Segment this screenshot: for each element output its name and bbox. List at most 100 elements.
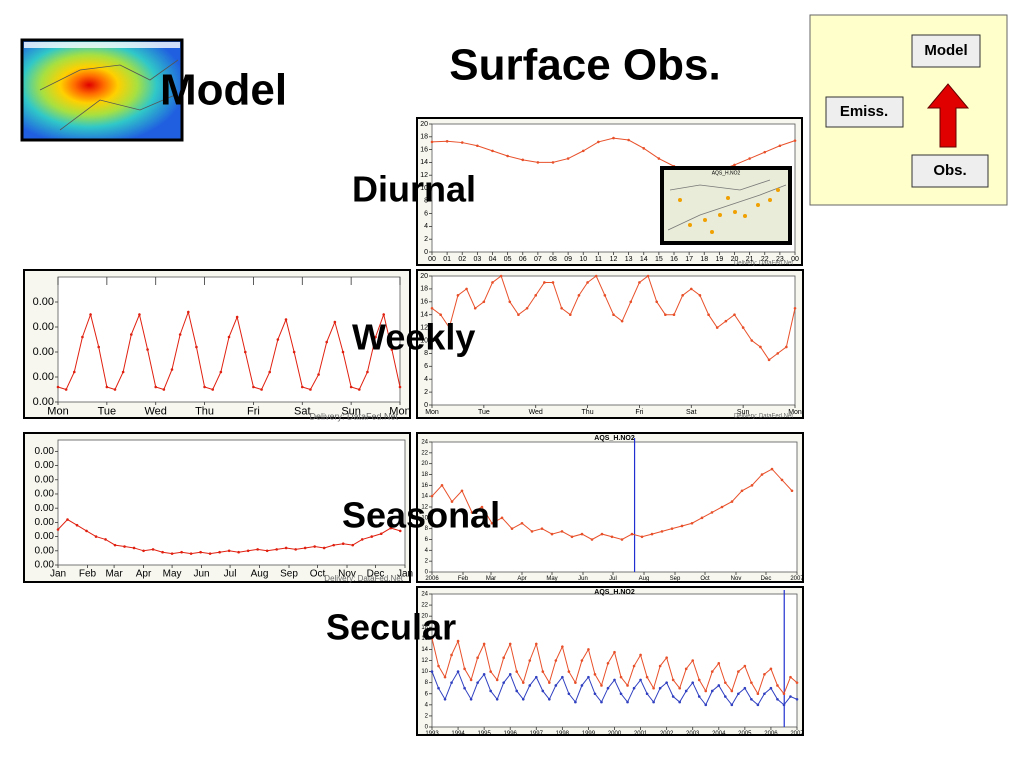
data-point [502, 681, 505, 684]
diagram-obs: Obs. [933, 162, 966, 179]
data-point [476, 681, 479, 684]
y-tick-label: 0.00 [35, 531, 55, 542]
data-point [567, 670, 571, 673]
data-point [113, 388, 117, 391]
x-tick-label: 1995 [477, 731, 491, 737]
data-point [275, 548, 278, 551]
data-point [72, 370, 76, 374]
data-point [521, 681, 525, 684]
data-point [733, 313, 736, 317]
y-tick-label: 0.00 [33, 396, 54, 408]
annotation: Delivery: DataFed.Net [309, 411, 398, 421]
data-point [645, 692, 649, 696]
x-tick-label: 00 [428, 256, 436, 263]
data-point [655, 300, 659, 304]
y-tick-label: 0.00 [33, 296, 54, 308]
data-point [534, 675, 538, 679]
data-point [521, 697, 525, 701]
y-tick-label: 0.00 [33, 371, 54, 383]
x-tick-label: 16 [670, 256, 678, 263]
data-point [780, 478, 784, 482]
x-tick-label: Tue [478, 409, 490, 416]
x-tick-label: Jul [224, 569, 237, 580]
data-point [743, 686, 747, 690]
x-tick-label: May [163, 569, 182, 580]
data-point [724, 681, 727, 684]
data-point [218, 550, 221, 554]
data-point [597, 140, 600, 144]
x-tick-label: 08 [549, 256, 557, 263]
x-tick-label: 20 [731, 256, 739, 263]
data-point [490, 521, 494, 525]
data-point [630, 532, 634, 536]
data-point [508, 642, 512, 646]
data-point [517, 313, 520, 317]
data-point [456, 294, 460, 297]
x-tick-label: Mon [788, 409, 802, 416]
data-point [652, 686, 655, 690]
data-point [292, 350, 296, 354]
y-tick-label: 4 [424, 376, 428, 383]
data-point [235, 315, 239, 319]
y-tick-label: 0.00 [35, 545, 55, 556]
x-tick-label: 07 [534, 256, 542, 263]
data-point [75, 523, 79, 527]
y-tick-label: 12 [421, 505, 428, 511]
data-point [208, 552, 212, 555]
data-point [456, 670, 460, 673]
data-point [443, 675, 447, 679]
data-point [370, 535, 374, 538]
x-tick-label: 18 [700, 256, 708, 263]
x-tick-label: 13 [625, 256, 633, 263]
data-point [629, 300, 633, 304]
data-point [104, 538, 107, 541]
data-point [506, 154, 509, 158]
chart-title: AQS_H.NO2 [594, 435, 635, 442]
data-point [740, 489, 744, 493]
data-point [357, 388, 361, 391]
data-point [94, 535, 98, 538]
x-tick-label: 06 [519, 256, 527, 263]
data-point [548, 681, 551, 684]
data-point [129, 333, 133, 336]
data-point [657, 157, 661, 160]
data-point [770, 467, 774, 471]
data-point [741, 326, 745, 329]
data-point [536, 161, 540, 164]
x-tick-label: Mar [486, 576, 496, 582]
x-tick-label: Oct [700, 576, 710, 582]
data-point [470, 511, 474, 514]
data-point [671, 678, 675, 682]
data-point [681, 294, 684, 297]
x-tick-label: 2007 [790, 576, 804, 582]
y-tick-label: 24 [421, 440, 428, 446]
annotation: Delivery: DataFed.Net [734, 414, 793, 420]
y-tick-label: 14 [421, 494, 428, 500]
data-point [325, 340, 329, 344]
data-point [642, 147, 646, 150]
diagram [809, 14, 1008, 206]
data-point [724, 319, 728, 323]
data-point [309, 388, 312, 391]
data-point [161, 550, 164, 554]
y-tick-label: 2 [425, 713, 429, 719]
data-point [574, 700, 577, 704]
data-point [554, 684, 558, 687]
data-point [450, 653, 453, 657]
data-point [776, 697, 779, 701]
x-tick-label: Aug [639, 576, 650, 582]
data-point [750, 697, 753, 701]
label-diurnal: Diurnal [352, 169, 476, 210]
y-tick-label: 8 [424, 198, 428, 205]
data-point [551, 161, 555, 164]
x-tick-label: 10 [579, 256, 587, 263]
data-point [154, 385, 158, 389]
data-point [180, 550, 183, 554]
y-tick-label: 0.00 [35, 474, 55, 485]
model-map [20, 38, 184, 142]
y-tick-label: 0.00 [35, 503, 55, 514]
data-point [613, 678, 616, 682]
data-point [489, 689, 492, 693]
data-point [626, 700, 629, 704]
